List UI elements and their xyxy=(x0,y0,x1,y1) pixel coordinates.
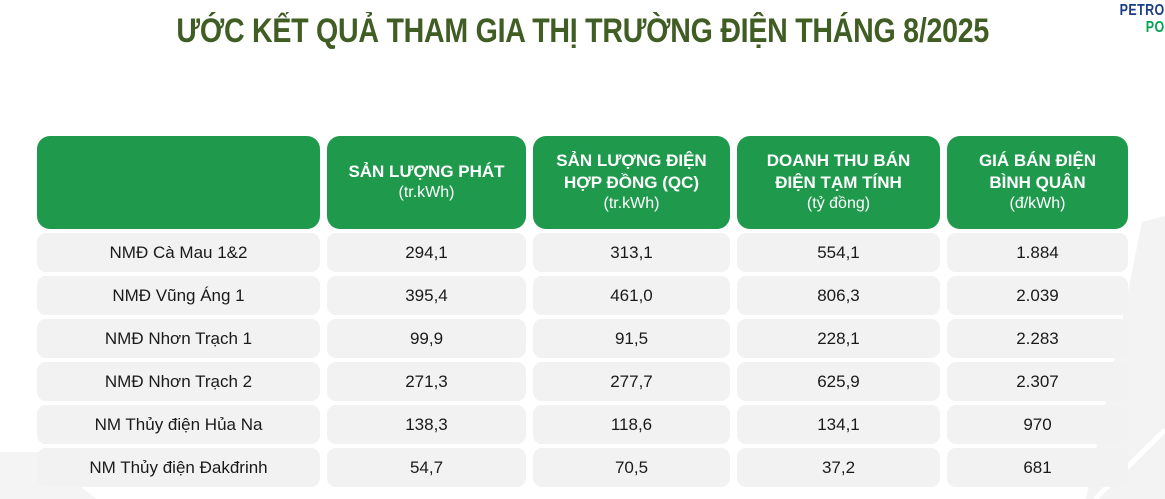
table-corner-cell xyxy=(37,136,320,229)
cell-value: 2.283 xyxy=(947,319,1128,358)
page-title: ƯỚC KẾT QUẢ THAM GIA THỊ TRƯỜNG ĐIỆN THÁ… xyxy=(0,12,1165,51)
column-header-unit: (tr.kWh) xyxy=(603,195,660,213)
cell-value: 461,0 xyxy=(533,276,730,315)
column-header-san-luong-dien-hop-dong: SẢN LƯỢNG ĐIỆN HỢP ĐỒNG (QC) (tr.kWh) xyxy=(533,136,730,229)
cell-value: 99,9 xyxy=(327,319,526,358)
column-header-doanh-thu: DOANH THU BÁN ĐIỆN TẠM TÍNH (tỷ đồng) xyxy=(737,136,940,229)
corner-swoosh-fold xyxy=(1093,428,1165,499)
cell-value: 2.307 xyxy=(947,362,1128,401)
results-table: SẢN LƯỢNG PHÁT (tr.kWh) SẢN LƯỢNG ĐIỆN H… xyxy=(37,136,1128,487)
column-header-label: DOANH THU BÁN ĐIỆN TẠM TÍNH xyxy=(766,151,911,193)
column-header-label: SẢN LƯỢNG PHÁT xyxy=(348,162,505,182)
cell-value: 1.884 xyxy=(947,233,1128,272)
cell-value: 37,2 xyxy=(737,448,940,487)
cell-value: 970 xyxy=(947,405,1128,444)
column-header-label: GIÁ BÁN ĐIỆN BÌNH QUÂN xyxy=(978,151,1097,193)
cell-value: 134,1 xyxy=(737,405,940,444)
cell-value: 118,6 xyxy=(533,405,730,444)
company-logo: PETRO PO xyxy=(1120,2,1165,37)
page-title-text: ƯỚC KẾT QUẢ THAM GIA THỊ TRƯỜNG ĐIỆN THÁ… xyxy=(176,12,989,50)
logo-text-po: PO xyxy=(1146,18,1165,36)
row-name: NM Thủy điện Hủa Na xyxy=(37,405,320,444)
cell-value: 271,3 xyxy=(327,362,526,401)
row-name: NM Thủy điện Đakđrinh xyxy=(37,448,320,487)
cell-value: 54,7 xyxy=(327,448,526,487)
cell-value: 313,1 xyxy=(533,233,730,272)
row-name: NMĐ Cà Mau 1&2 xyxy=(37,233,320,272)
row-name: NMĐ Vũng Áng 1 xyxy=(37,276,320,315)
cell-value: 138,3 xyxy=(327,405,526,444)
column-header-san-luong-phat: SẢN LƯỢNG PHÁT (tr.kWh) xyxy=(327,136,526,229)
column-header-label: SẢN LƯỢNG ĐIỆN HỢP ĐỒNG (QC) xyxy=(556,151,707,193)
cell-value: 228,1 xyxy=(737,319,940,358)
cell-value: 70,5 xyxy=(533,448,730,487)
cell-value: 277,7 xyxy=(533,362,730,401)
cell-value: 681 xyxy=(947,448,1128,487)
logo-text-petro: PETRO xyxy=(1120,2,1165,19)
row-name: NMĐ Nhơn Trạch 2 xyxy=(37,362,320,401)
cell-value: 554,1 xyxy=(737,233,940,272)
cell-value: 91,5 xyxy=(533,319,730,358)
cell-value: 625,9 xyxy=(737,362,940,401)
row-name: NMĐ Nhơn Trạch 1 xyxy=(37,319,320,358)
cell-value: 395,4 xyxy=(327,276,526,315)
column-header-unit: (đ/kWh) xyxy=(1009,195,1066,213)
cell-value: 2.039 xyxy=(947,276,1128,315)
cell-value: 806,3 xyxy=(737,276,940,315)
column-header-gia-ban-dien: GIÁ BÁN ĐIỆN BÌNH QUÂN (đ/kWh) xyxy=(947,136,1128,229)
column-header-unit: (tỷ đồng) xyxy=(806,195,871,213)
cell-value: 294,1 xyxy=(327,233,526,272)
column-header-unit: (tr.kWh) xyxy=(398,184,455,202)
